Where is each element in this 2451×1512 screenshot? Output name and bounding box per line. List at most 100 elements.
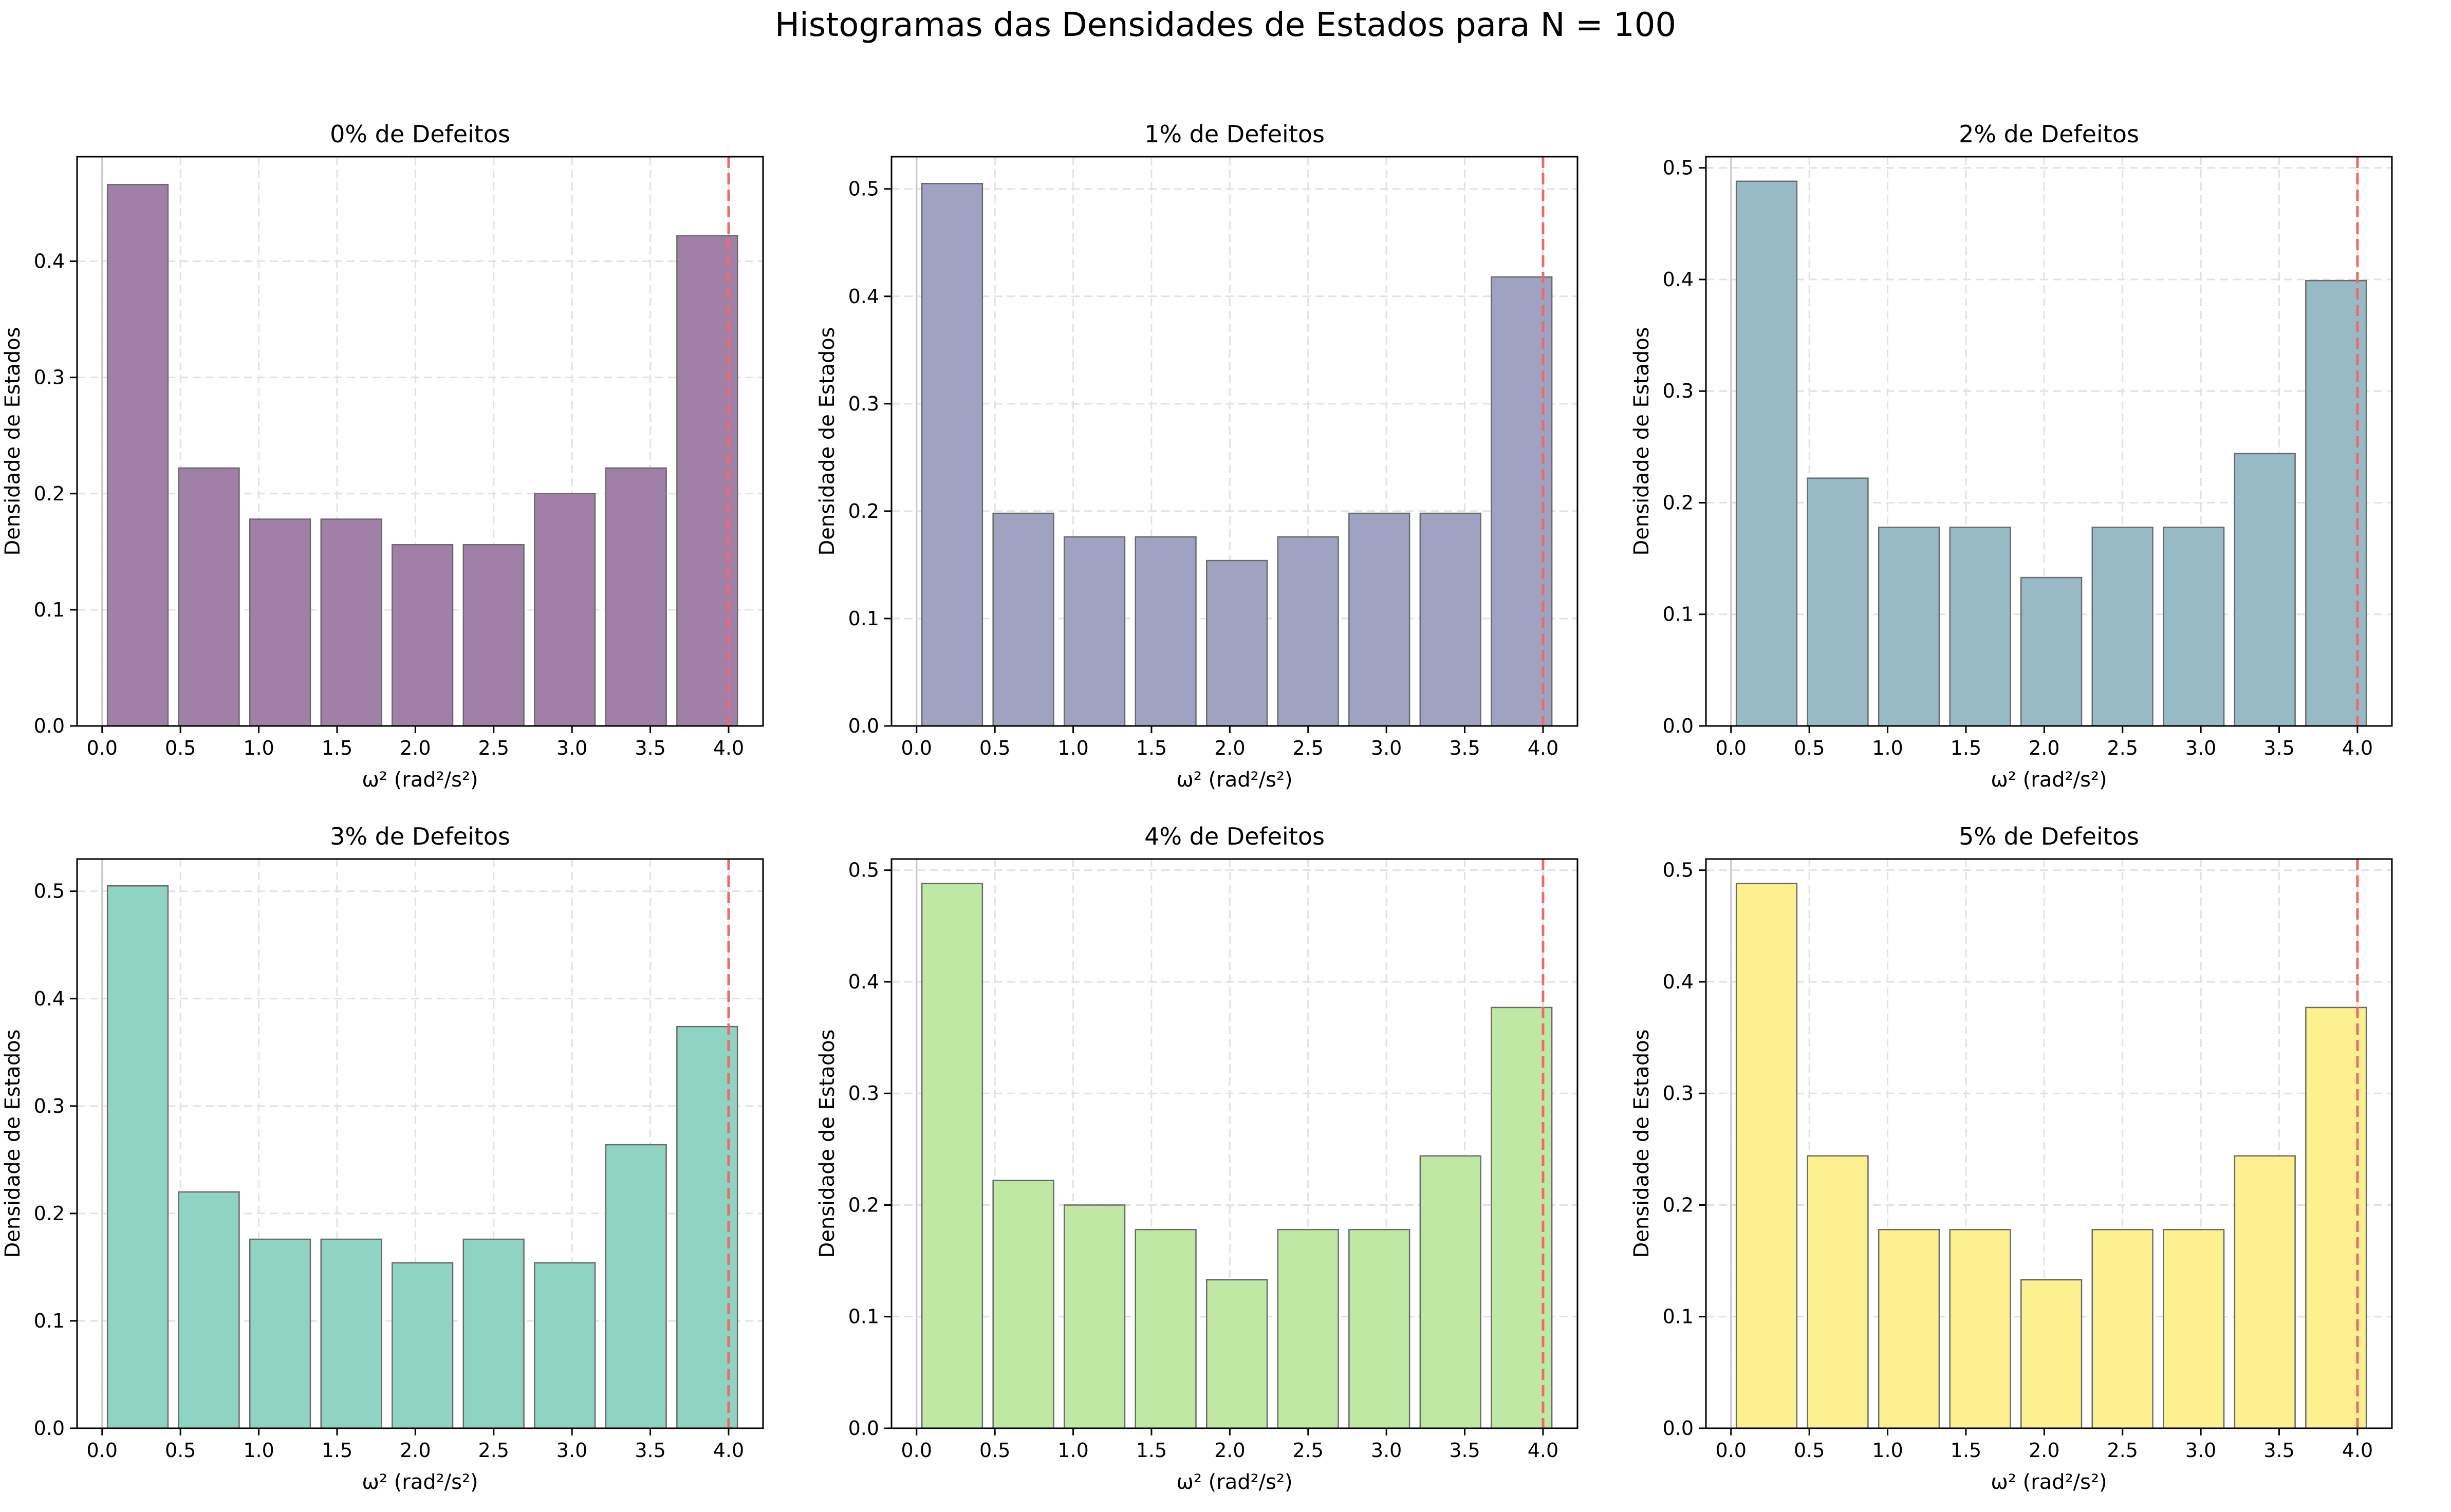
subplot-title: 0% de Defeitos [330, 120, 510, 148]
x-tick-label: 0.5 [979, 1439, 1010, 1462]
x-tick-label: 1.0 [243, 1439, 274, 1462]
histogram-bar [1135, 536, 1197, 727]
y-tick-label: 0.4 [34, 987, 65, 1010]
x-tick-label: 0.0 [1716, 737, 1747, 759]
x-tick-label: 1.0 [1057, 737, 1088, 759]
x-tick-label: 0.5 [979, 737, 1010, 759]
subplot-title: 2% de Defeitos [1959, 120, 2139, 148]
histogram-bar [320, 1238, 382, 1429]
y-tick-label: 0.4 [848, 970, 879, 993]
x-tick-label: 4.0 [1528, 737, 1558, 759]
x-tick-label: 0.5 [165, 737, 196, 759]
x-axis-label: ω² (rad²/s²) [362, 768, 478, 792]
x-tick-label: 2.5 [478, 737, 509, 759]
x-tick-label: 3.0 [1371, 1439, 1402, 1462]
x-tick-label: 1.0 [1057, 1439, 1088, 1462]
x-tick-label: 3.5 [1449, 737, 1480, 759]
histogram-bar [1735, 883, 1798, 1429]
x-tick-label: 4.0 [2342, 737, 2373, 759]
x-tick-label: 2.5 [2107, 737, 2138, 759]
histogram-bar [392, 544, 454, 727]
y-axis-label: Densidade de Estados [1630, 327, 1654, 555]
axes-frame [76, 858, 764, 1429]
y-tick-label: 0.1 [1663, 603, 1694, 626]
y-tick-label: 0.3 [34, 1095, 65, 1117]
histogram-bar [1878, 527, 1940, 727]
histogram-bar [921, 183, 983, 727]
y-tick-label: 0.4 [34, 250, 65, 273]
x-tick-label: 1.0 [1872, 1439, 1903, 1462]
x-tick-label: 2.5 [1293, 737, 1324, 759]
x-tick-label: 2.0 [2029, 1439, 2059, 1462]
y-tick-label: 0.1 [1663, 1305, 1694, 1328]
x-tick-label: 2.0 [400, 1439, 431, 1462]
subplot-2: 0.0 0.5 1.0 1.5 2.0 2.5 3.0 3.5 4.0 0.0 0.1 0.2 0.3 0… [1630, 120, 2393, 792]
histogram-bar [1135, 1229, 1197, 1429]
histogram-bar [605, 1144, 667, 1429]
histogram-bar [1949, 1229, 2011, 1429]
histogram-bar [992, 1180, 1054, 1429]
histogram-bar [2163, 1229, 2225, 1429]
histogram-bar [1949, 527, 2011, 727]
x-tick-label: 0.5 [165, 1439, 196, 1462]
y-tick-label: 0.2 [848, 500, 879, 522]
x-tick-label: 1.5 [1951, 737, 1981, 759]
y-tick-label: 0.0 [848, 715, 879, 737]
x-tick-label: 1.5 [1136, 1439, 1167, 1462]
x-tick-label: 2.0 [2029, 737, 2059, 759]
histogram-bar [106, 885, 169, 1429]
histogram-bar [1419, 512, 1481, 727]
histogram-bar [249, 518, 311, 727]
histogram-bar [2091, 527, 2153, 727]
histogram-bar [534, 493, 596, 727]
x-tick-label: 3.5 [2263, 737, 2294, 759]
histogram-bar [1206, 1279, 1268, 1429]
histogram-bar [2020, 576, 2083, 727]
subplot-title: 5% de Defeitos [1959, 823, 2139, 850]
y-tick-label: 0.5 [848, 859, 879, 882]
subplot-title: 1% de Defeitos [1144, 120, 1325, 148]
y-tick-label: 0.5 [1663, 157, 1694, 179]
x-tick-label: 3.5 [2263, 1439, 2294, 1462]
y-tick-label: 0.2 [1663, 491, 1694, 514]
x-tick-label: 0.0 [901, 1439, 932, 1462]
x-tick-label: 2.0 [1214, 1439, 1245, 1462]
y-tick-label: 0.3 [1663, 380, 1694, 402]
histogram-bar [1878, 1229, 1940, 1429]
histogram-bar [2163, 527, 2225, 727]
y-tick-label: 0.4 [1663, 970, 1694, 993]
histogram-bar [2091, 1229, 2153, 1429]
histogram-bar [1807, 477, 1869, 727]
y-tick-label: 0.1 [848, 607, 879, 630]
histogram-bar [992, 512, 1054, 727]
y-tick-label: 0.4 [1663, 268, 1694, 291]
histogram-bar [1419, 1155, 1481, 1429]
y-tick-label: 0.5 [34, 880, 65, 903]
y-tick-label: 0.4 [848, 285, 879, 308]
histogram-bar [1807, 1155, 1869, 1429]
histogram-bar [106, 184, 169, 727]
axes-frame [890, 156, 1579, 727]
y-tick-label: 0.0 [34, 715, 65, 737]
histogram-bar [1348, 512, 1410, 727]
x-tick-label: 2.5 [2107, 1439, 2138, 1462]
histogram-bar [462, 544, 525, 727]
x-tick-label: 2.5 [1293, 1439, 1324, 1462]
y-tick-label: 0.0 [848, 1417, 879, 1440]
subplot-1: 0.0 0.5 1.0 1.5 2.0 2.5 3.0 3.5 4.0 0.0 0.1 0.2 0.3 0… [815, 120, 1579, 792]
histogram-bar [178, 1191, 240, 1429]
y-tick-label: 0.0 [34, 1417, 65, 1440]
x-tick-label: 2.0 [400, 737, 431, 759]
x-tick-label: 0.0 [87, 1439, 118, 1462]
y-tick-label: 0.3 [1663, 1082, 1694, 1105]
x-tick-label: 2.5 [478, 1439, 509, 1462]
y-axis-label: Densidade de Estados [815, 1029, 839, 1258]
x-tick-label: 0.0 [901, 737, 932, 759]
histogram-bar [1735, 180, 1798, 727]
x-tick-label: 3.5 [635, 737, 665, 759]
axes-frame [76, 156, 764, 727]
axes-frame [1705, 858, 2393, 1429]
y-tick-label: 0.0 [1663, 715, 1694, 737]
y-tick-label: 0.1 [848, 1305, 879, 1328]
x-tick-label: 4.0 [1528, 1439, 1558, 1462]
